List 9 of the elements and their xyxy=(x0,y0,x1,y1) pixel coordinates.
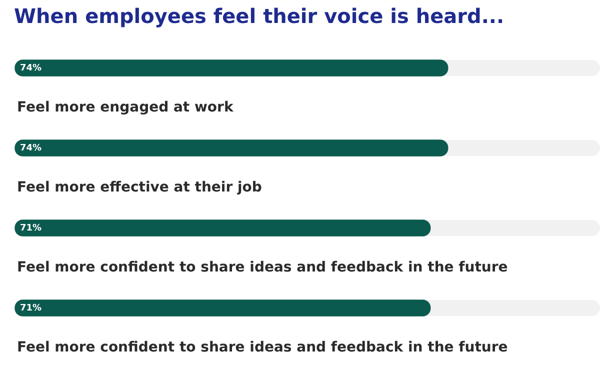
data-label: 71% xyxy=(20,223,42,234)
y-tick-label: Feel more effective at their job xyxy=(17,180,262,196)
data-label: 74% xyxy=(20,63,42,74)
y-tick-label: Feel more confident to share ideas and feedback in the future xyxy=(17,260,508,276)
chart-title: When employees feel their voice is heard... xyxy=(14,4,504,28)
y-tick-label: Feel more engaged at work xyxy=(17,100,234,116)
data-label: 71% xyxy=(20,303,42,314)
y-tick-label: Feel more confident to share ideas and feedback in the future xyxy=(17,340,508,356)
data-label: 74% xyxy=(20,143,42,154)
